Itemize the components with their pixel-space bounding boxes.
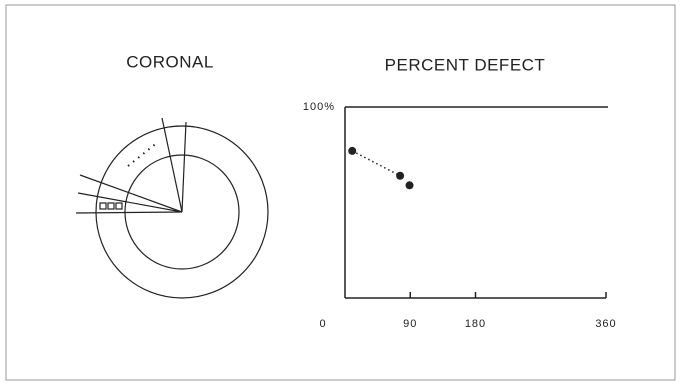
point <box>406 181 414 189</box>
frame <box>6 5 675 380</box>
point <box>348 147 356 155</box>
x-tick-label: 180 <box>465 318 486 330</box>
x-tick-label: 90 <box>403 318 417 330</box>
figure: CORONAL PERCENT DEFECT 100% 0 90 180 360 <box>0 0 683 387</box>
x-tick-label: 360 <box>595 318 616 330</box>
y-tick-label: 100% <box>303 101 335 113</box>
chart-title: PERCENT DEFECT <box>385 55 546 74</box>
page: CORONAL PERCENT DEFECT 100%090180360 (()… <box>0 0 683 387</box>
x-tick-label: 0 <box>319 318 326 330</box>
diagram-title: CORONAL <box>126 52 214 71</box>
point <box>396 172 404 180</box>
